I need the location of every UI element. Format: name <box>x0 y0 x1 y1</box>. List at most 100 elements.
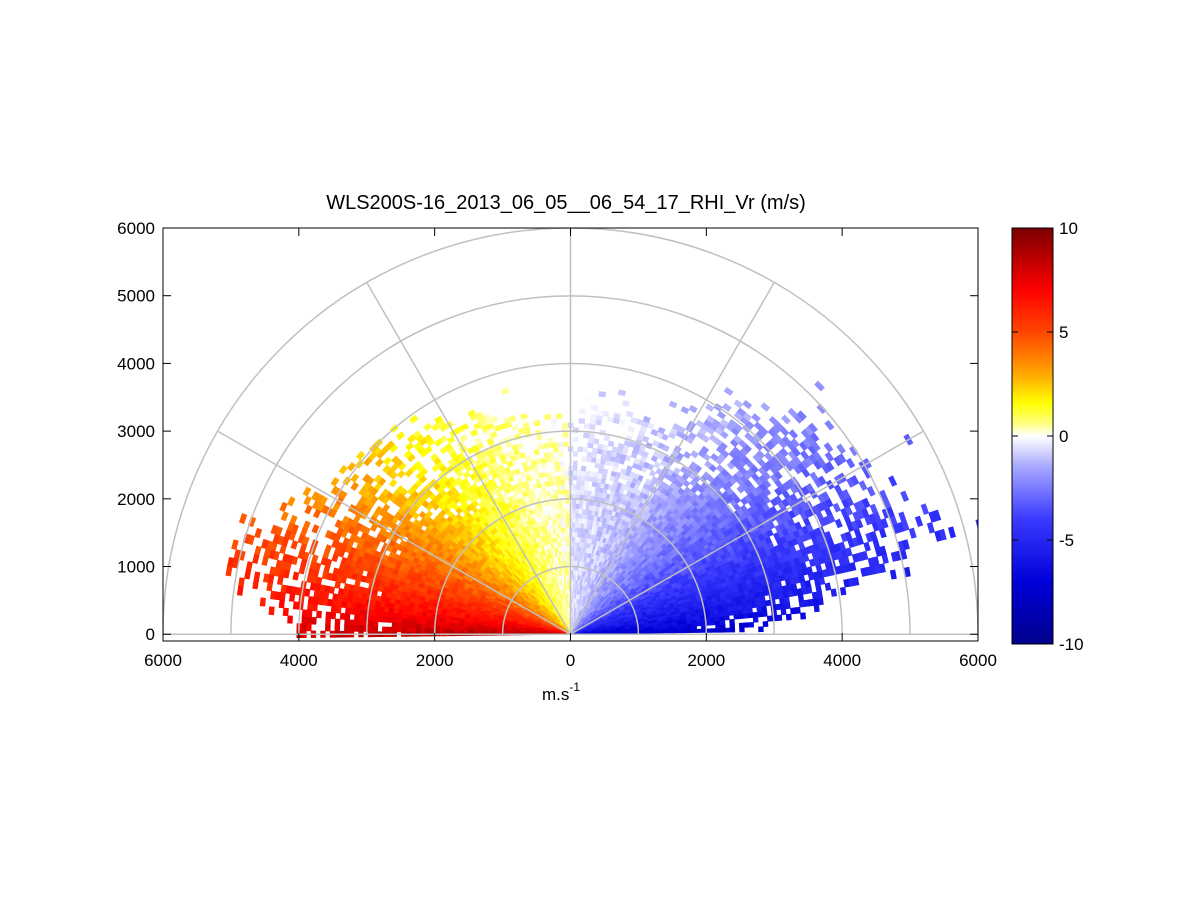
velocity-cell <box>752 611 759 618</box>
velocity-cell <box>530 435 538 442</box>
velocity-cell <box>858 480 868 491</box>
velocity-cell <box>572 465 578 471</box>
velocity-cell <box>797 594 805 602</box>
velocity-cell <box>889 569 897 580</box>
velocity-cell <box>579 479 586 486</box>
velocity-cell <box>841 489 851 500</box>
velocity-cell <box>543 452 550 459</box>
velocity-cell <box>515 418 524 426</box>
velocity-cell <box>611 446 619 453</box>
velocity-cell <box>879 545 887 556</box>
velocity-cell <box>607 440 615 448</box>
velocity-cell <box>572 436 579 443</box>
velocity-cell <box>821 491 831 502</box>
velocity-cell <box>519 408 527 415</box>
velocity-cell <box>564 484 569 490</box>
velocity-cell <box>715 628 721 633</box>
velocity-cell <box>852 576 860 586</box>
velocity-cell <box>824 531 833 541</box>
velocity-cell <box>729 623 736 629</box>
velocity-cell <box>975 519 978 530</box>
velocity-cell <box>574 512 579 519</box>
velocity-cell <box>544 414 552 421</box>
velocity-cell <box>558 451 564 457</box>
velocity-cell <box>580 465 587 472</box>
velocity-cell <box>552 446 559 453</box>
velocity-cell <box>938 528 947 541</box>
velocity-cell <box>932 509 942 522</box>
velocity-cell <box>566 536 570 542</box>
velocity-cell <box>898 511 907 523</box>
velocity-cell <box>550 418 557 425</box>
velocity-cell <box>554 460 560 467</box>
velocity-cell <box>587 442 594 449</box>
velocity-cell <box>748 621 755 628</box>
velocity-cell <box>592 438 600 445</box>
velocity-cell <box>785 613 792 621</box>
velocity-cell <box>947 526 956 539</box>
velocity-cell <box>584 475 590 482</box>
velocity-cell <box>571 541 575 547</box>
velocity-cell <box>582 446 589 453</box>
velocity-cell <box>902 539 910 550</box>
velocity-cell <box>617 389 627 397</box>
velocity-cell <box>578 418 586 424</box>
velocity-cell <box>555 413 563 420</box>
velocity-cell <box>888 475 898 487</box>
velocity-cell <box>517 427 526 435</box>
velocity-cell <box>551 504 557 510</box>
velocity-cell <box>761 605 768 612</box>
velocity-cell <box>622 400 631 407</box>
velocity-cell <box>564 479 569 486</box>
velocity-cell <box>586 456 592 463</box>
velocity-cell <box>586 451 593 458</box>
velocity-cell <box>920 503 930 515</box>
velocity-cell <box>729 627 736 633</box>
velocity-cell <box>719 619 726 625</box>
velocity-cell <box>824 582 832 591</box>
velocity-cell <box>533 449 540 456</box>
velocity-cell <box>752 616 759 623</box>
velocity-cell <box>576 470 582 476</box>
velocity-cell <box>553 489 558 496</box>
velocity-cell <box>545 423 552 430</box>
velocity-cell <box>563 474 569 481</box>
velocity-cell <box>578 503 583 510</box>
velocity-cell <box>525 455 532 462</box>
velocity-cell <box>761 610 768 617</box>
velocity-cell <box>563 470 569 476</box>
velocity-cells <box>225 380 978 639</box>
velocity-cell <box>591 447 598 454</box>
velocity-cell <box>832 502 841 513</box>
velocity-cell <box>573 536 578 543</box>
velocity-cell <box>558 460 565 467</box>
velocity-cell <box>553 456 560 462</box>
velocity-cell <box>547 442 554 449</box>
velocity-cell <box>682 629 688 634</box>
velocity-cell <box>533 420 541 427</box>
velocity-cell <box>564 489 570 495</box>
velocity-cell <box>576 479 581 486</box>
velocity-cell <box>729 618 735 625</box>
velocity-cell <box>691 628 698 633</box>
velocity-cell <box>794 521 803 531</box>
velocity-cell <box>571 536 575 542</box>
velocity-cell <box>561 422 569 429</box>
velocity-cell <box>766 615 773 622</box>
velocity-cell <box>574 517 579 524</box>
velocity-cell <box>521 461 529 468</box>
velocity-cell <box>571 531 575 538</box>
velocity-cell <box>559 470 565 476</box>
velocity-cell <box>579 484 585 491</box>
velocity-cell <box>574 508 580 514</box>
velocity-cell <box>572 460 578 467</box>
velocity-cell <box>839 586 847 596</box>
velocity-cell <box>556 484 562 491</box>
velocity-cell <box>575 484 581 491</box>
velocity-cell <box>583 432 590 439</box>
velocity-cell <box>739 627 745 633</box>
velocity-cell <box>571 517 576 523</box>
velocity-cell <box>562 432 569 438</box>
velocity-cell <box>710 628 717 633</box>
velocity-cell <box>816 590 823 599</box>
